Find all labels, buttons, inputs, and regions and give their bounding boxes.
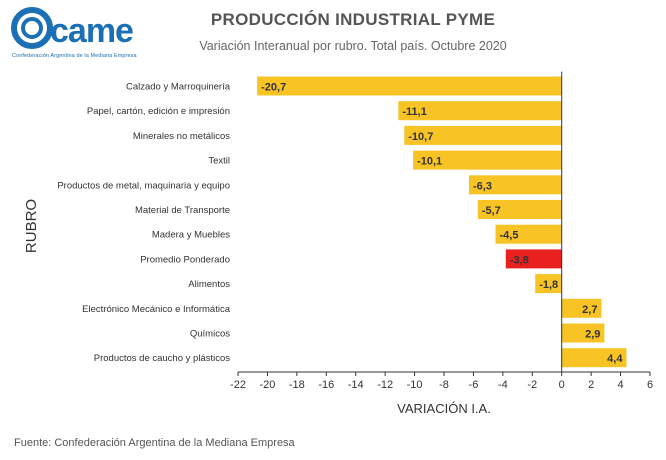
logo-subtitle: Confederación Argentina de la Mediana Em… (12, 53, 137, 59)
data-label: -20,7 (261, 82, 286, 94)
data-label: -5,7 (482, 205, 501, 217)
bar (413, 150, 562, 170)
bar (404, 125, 562, 145)
chart-subtitle: Variación Interanual por rubro. Total pa… (199, 39, 507, 53)
data-label: -4,5 (500, 230, 519, 242)
data-label: -1,8 (539, 279, 558, 291)
category-label: Calzado y Marroquinería (126, 82, 231, 93)
bar (535, 274, 562, 294)
category-label: Electrónico Mecánico e Informática (82, 304, 231, 315)
x-tick-label: -22 (230, 379, 246, 391)
data-label: -3,8 (510, 254, 529, 266)
category-label: Productos de caucho y plásticos (94, 353, 230, 364)
x-axis: -22 -20 -18 -16 -14 -12 -10 -8 -6 -4 -2 0 2 4 6 (230, 371, 653, 391)
x-tick-label: -8 (439, 379, 449, 391)
x-tick-label: -12 (377, 379, 393, 391)
category-label: Papel, cartón, edición e impresión (87, 106, 230, 117)
category-label: Madera y Muebles (152, 230, 230, 241)
x-tick-label: -18 (289, 379, 305, 391)
category-label: Productos de metal, maquinaria y equipo (57, 180, 230, 191)
bars-layer: Calzado y Marroquinería -20,7 Papel, cartó… (57, 76, 627, 368)
category-label: Químicos (190, 329, 230, 340)
category-label: Textil (208, 156, 230, 167)
x-tick-label: -16 (318, 379, 334, 391)
data-label: 2,9 (585, 329, 600, 341)
bar (561, 348, 627, 368)
x-tick-label: -20 (259, 379, 275, 391)
bar (561, 298, 602, 318)
x-tick-label: 4 (618, 379, 624, 391)
data-label: 2,7 (582, 304, 597, 316)
bar (469, 175, 562, 195)
x-axis-label: VARIACIÓN I.A. (397, 401, 491, 416)
data-label: -10,7 (408, 131, 433, 143)
category-label: Minerales no metálicos (133, 131, 230, 142)
x-tick-label: 0 (559, 379, 565, 391)
category-label: Material de Transporte (135, 205, 230, 216)
data-label: 4,4 (607, 353, 623, 365)
bar (477, 200, 562, 219)
data-label: -6,3 (473, 180, 492, 192)
x-tick-label: -4 (498, 379, 508, 391)
x-tick-label: -6 (469, 379, 479, 391)
logo-text: came (50, 12, 133, 50)
chart-title: PRODUCCIÓN INDUSTRIAL PYME (210, 10, 496, 29)
data-label: -11,1 (402, 106, 426, 118)
y-axis-label: RUBRO (23, 199, 40, 253)
x-tick-label: -10 (407, 379, 423, 391)
bar-chart: Calzado y Marroquinería -20,7 Papel, cartó… (23, 71, 653, 416)
came-logo-mark: came (11, 7, 134, 50)
x-tick-label: 6 (647, 379, 653, 391)
bar (561, 323, 605, 343)
x-tick-label: -14 (348, 379, 364, 391)
bar (495, 224, 562, 244)
x-tick-label: -2 (527, 379, 537, 391)
category-label: Alimentos (188, 279, 230, 290)
bar (398, 101, 562, 121)
x-tick-label: 2 (588, 379, 594, 391)
data-label: -10,1 (417, 156, 442, 168)
bar (257, 76, 562, 96)
came-logo: came Confederación Argentina de la Media… (10, 6, 170, 64)
category-label: Promedio Ponderado (140, 254, 230, 265)
bar (505, 249, 562, 269)
source-note: Fuente: Confederación Argentina de la Me… (14, 437, 295, 449)
